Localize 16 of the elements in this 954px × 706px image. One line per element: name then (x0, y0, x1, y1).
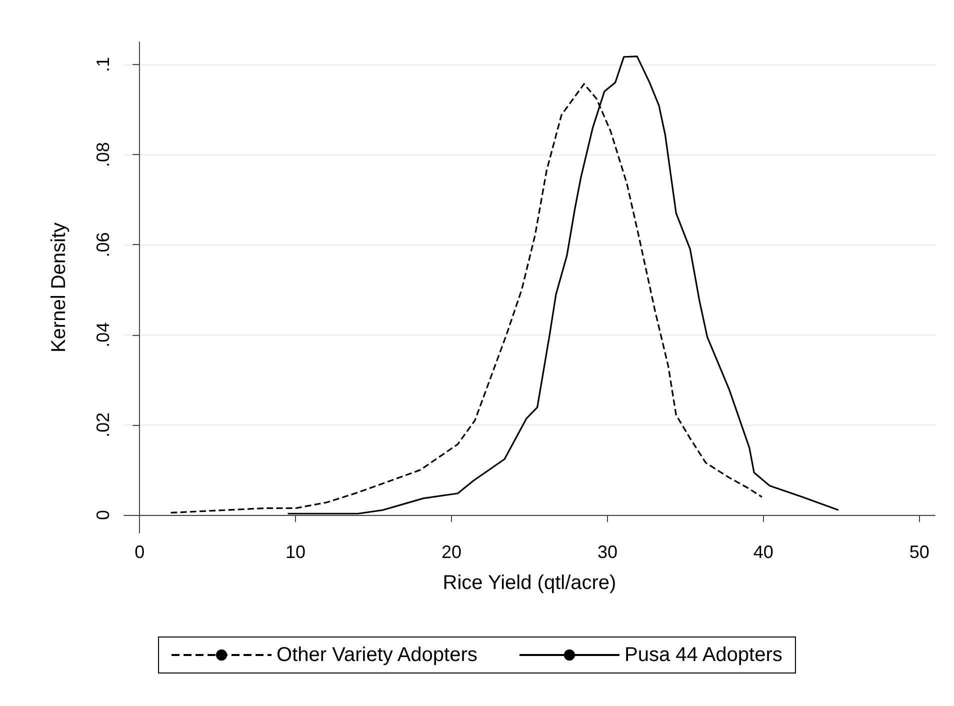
y-tick-label: .06 (93, 232, 113, 258)
legend-label: Pusa 44 Adopters (624, 644, 782, 666)
y-tick-label: .02 (93, 412, 113, 438)
x-tick-label: 20 (442, 542, 462, 562)
x-axis-title: Rice Yield (qtl/acre) (442, 572, 616, 594)
x-tick-label: 50 (909, 542, 930, 562)
x-tick-label: 10 (286, 542, 306, 562)
y-axis-title: Kernel Density (48, 222, 70, 353)
x-tick-label: 40 (753, 542, 774, 562)
x-tick-label: 0 (134, 542, 145, 562)
y-tick-label: .04 (93, 322, 113, 348)
legend-label: Other Variety Adopters (276, 644, 478, 666)
y-tick-label: .1 (93, 57, 113, 72)
y-tick-label: 0 (93, 510, 113, 520)
y-tick-label: .08 (93, 142, 113, 168)
x-tick-label: 30 (597, 542, 618, 562)
